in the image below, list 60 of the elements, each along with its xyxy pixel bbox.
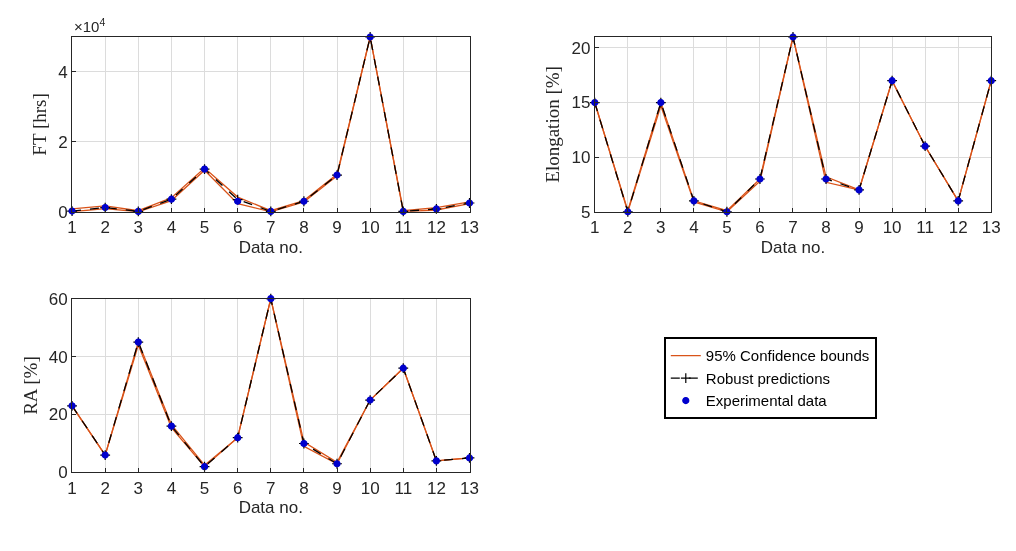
x-tick-label: 3	[656, 218, 666, 238]
x-tick-label: 11	[394, 478, 413, 498]
x-tick-label: 4	[689, 218, 699, 238]
text: ×10$^{4}$	[74, 16, 106, 36]
y-axis-title: FT [hrs]	[29, 93, 51, 156]
x-tick-label: 13	[460, 478, 479, 498]
x-tick-label: 6	[755, 218, 765, 238]
x-tick-label: 2	[100, 218, 110, 238]
x-tick-label: 6	[232, 478, 243, 498]
x-tick-label: 1	[67, 218, 77, 238]
x-tick-label: 2	[100, 478, 110, 498]
y-tick-label: 10	[571, 148, 591, 168]
y-tick-label: 15	[571, 93, 591, 113]
x-tick-label: 5	[199, 218, 210, 238]
x-tick-label: 10	[882, 218, 902, 238]
y-axis-title: RA [%]	[19, 356, 41, 415]
x-tick-label: 5	[199, 478, 210, 498]
x-tick-label: 7	[266, 478, 276, 498]
x-tick-label: 2	[623, 218, 633, 238]
x-tick-label: 8	[821, 218, 831, 238]
x-tick-label: 9	[332, 218, 342, 238]
legend-label: 95% Confidence bounds	[705, 347, 870, 365]
y-tick-label: 20	[48, 405, 68, 425]
x-tick-label: 6	[232, 218, 243, 238]
x-tick-label: 12	[426, 478, 446, 498]
x-tick-label: 8	[299, 218, 309, 238]
x-tick-label: 4	[166, 218, 177, 238]
x-tick-label: 1	[67, 478, 77, 498]
x-axis-title: Data no.	[238, 237, 303, 257]
legend-label: Robust predictions	[705, 369, 831, 387]
y-tick-label: 4	[58, 62, 68, 82]
y-tick-label: 40	[48, 347, 68, 367]
y-axis-title: Elongation [%]	[542, 66, 564, 183]
y-tick-label: 2	[58, 132, 68, 152]
x-tick-label: 12	[948, 218, 968, 238]
x-tick-label: 5	[722, 218, 732, 238]
x-tick-label: 4	[166, 478, 177, 498]
legend-label: Experimental data	[705, 392, 828, 410]
x-tick-label: 13	[981, 218, 1001, 238]
y-tick-label: 5	[580, 202, 591, 222]
x-axis-title: Data no.	[760, 237, 826, 257]
x-tick-label: 13	[460, 218, 479, 238]
x-tick-label: 9	[854, 218, 864, 238]
x-tick-label: 7	[266, 218, 276, 238]
x-tick-label: 10	[360, 478, 380, 498]
x-tick-label: 3	[133, 478, 144, 498]
x-tick-label: 12	[426, 218, 446, 238]
x-tick-label: 10	[360, 218, 380, 238]
y-tick-label: 20	[571, 38, 591, 58]
y-tick-label: 60	[48, 289, 68, 309]
x-tick-label: 9	[332, 478, 342, 498]
x-axis-title: Data no.	[238, 498, 303, 518]
x-tick-label: 1	[590, 218, 600, 238]
y-tick-label: 0	[58, 463, 68, 483]
x-tick-label: 8	[299, 478, 309, 498]
x-tick-label: 7	[788, 218, 798, 238]
x-tick-label: 11	[394, 218, 413, 238]
x-tick-label: 3	[133, 218, 144, 238]
y-tick-label: 0	[58, 202, 68, 222]
x-tick-label: 11	[916, 218, 934, 238]
